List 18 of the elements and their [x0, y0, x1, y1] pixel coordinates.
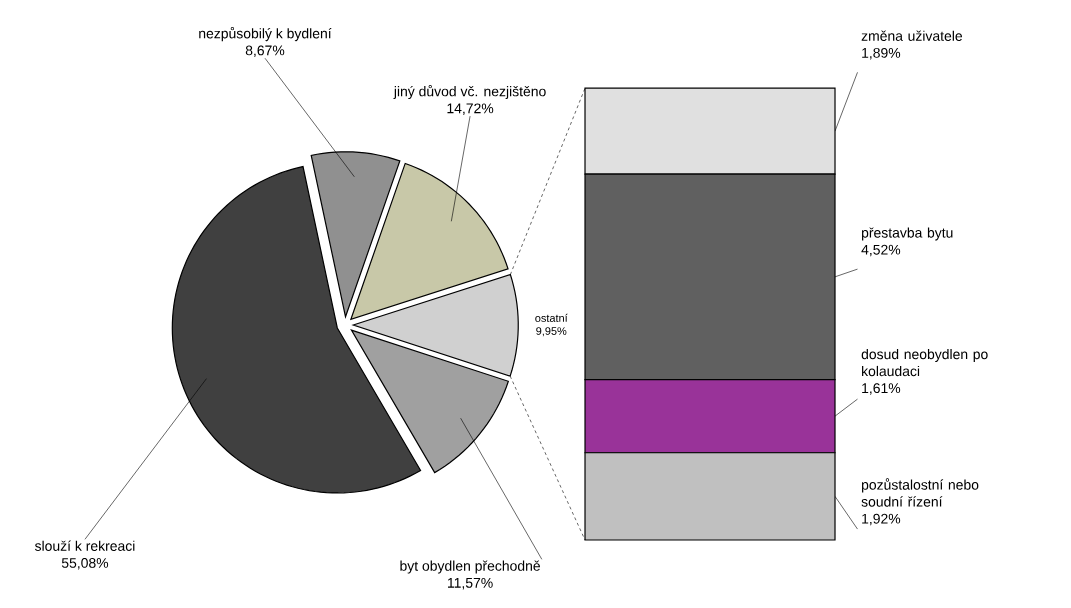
data-label: 14,72% — [447, 103, 494, 115]
series-label: dosud neobydlen po kolaudaci — [861, 348, 988, 377]
slice-label: byt obydlen přechodně — [400, 560, 540, 574]
data-label: 1,92% — [862, 513, 901, 526]
data-label: 9,95% — [536, 327, 567, 337]
series-label: přestavba bytu — [862, 227, 953, 241]
data-label: 1,61% — [862, 383, 901, 395]
slice-label: slouží k rekreaci — [34, 540, 135, 551]
data-label: 11,57% — [448, 577, 493, 590]
data-label: 1,89% — [862, 47, 901, 60]
text: změna uživatele — [861, 30, 963, 41]
data-label: 55,08% — [61, 557, 109, 570]
data-label: 4,52% — [861, 244, 901, 257]
slice-label: ostatní — [535, 313, 568, 322]
series-label: pozůstalostní nebo soudní řízení — [861, 478, 979, 507]
slice-label: nezpůsobilý k bydlení — [199, 27, 332, 42]
data-label: 8,67% — [245, 45, 285, 57]
slice-label: jiný důvod vč. nezjištěno — [393, 84, 546, 100]
